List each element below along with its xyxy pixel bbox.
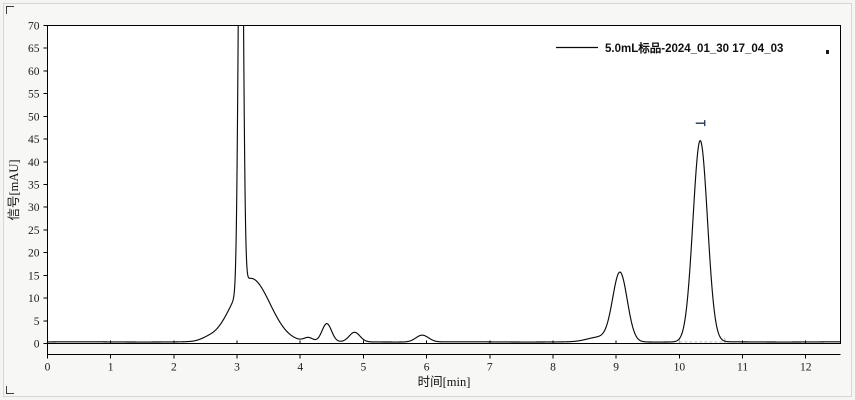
y-tick-label: 60 [28,66,40,78]
x-tick-label: 5 [361,362,367,374]
y-tick-label: 50 [28,111,40,123]
x-tick-label: 10 [674,362,686,374]
x-tick-label: 4 [297,362,303,374]
y-tick-label: 35 [28,180,40,192]
x-tick-label: 6 [424,362,430,374]
x-axis-ticks: 0 1 2 3 4 5 6 7 8 9 10 11 12 [45,340,812,374]
x-tick-label: 3 [234,362,240,374]
corner-handle-bottom-left [6,386,14,394]
y-tick-label: 65 [28,43,40,55]
y-tick-label: 25 [28,225,40,237]
corner-handle-top-left [6,6,14,14]
legend-corner-dot [826,50,829,54]
y-axis-ticks: 0 5 10 15 20 25 30 35 40 45 50 55 60 65 70 [28,21,48,351]
x-tick-label: 8 [550,362,556,374]
x-tick-label: 9 [613,362,619,374]
x-axis-title: 时间[min] [418,375,471,389]
x-tick-label: 1 [108,362,114,374]
x-tick-label: 2 [171,362,177,374]
y-tick-label: 15 [28,270,40,282]
y-tick-label: 5 [34,316,40,328]
plot-frame [46,24,842,345]
x-tick-label: 11 [737,362,748,374]
y-tick-label: 55 [28,89,40,101]
chromatogram-trace [48,26,840,343]
y-axis-title: 信号[mAU] [7,159,21,220]
legend[interactable]: 5.0mL标品-2024_01_30 17_04_03 [556,41,783,55]
y-tick-label: 20 [28,248,40,260]
y-tick-label: 30 [28,202,40,214]
y-tick-label: 40 [28,157,40,169]
x-tick-label: 7 [487,362,493,374]
y-tick-label: 10 [28,293,40,305]
y-tick-label: 70 [28,21,40,33]
legend-entry-label: 5.0mL标品-2024_01_30 17_04_03 [605,41,783,55]
y-tick-label: 0 [34,339,40,351]
y-tick-label: 45 [28,134,40,146]
peak-label-marker [695,120,706,127]
x-tick-label: 12 [800,362,812,374]
x-tick-label: 0 [45,362,51,374]
